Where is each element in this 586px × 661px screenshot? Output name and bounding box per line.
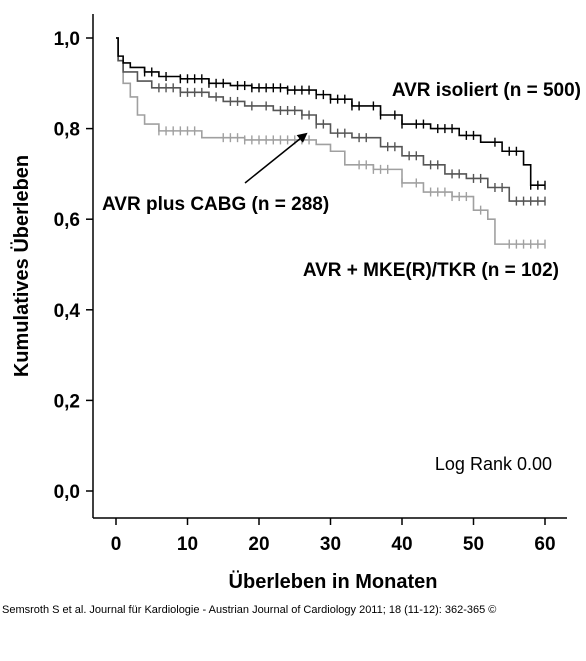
- x-tick-label: 60: [534, 534, 555, 555]
- series-label-avr-cabg: AVR plus CABG (n = 288): [102, 194, 329, 215]
- citation-footer: Semsroth S et al. Journal für Kardiologi…: [2, 604, 497, 616]
- survival-curve: [116, 37, 545, 187]
- y-tick-label: 0,8: [54, 120, 80, 141]
- y-axis-title: Kumulatives Überleben: [10, 155, 33, 377]
- y-tick-label: 0,0: [54, 482, 80, 503]
- x-tick-label: 10: [177, 534, 198, 555]
- series-1: [116, 37, 546, 206]
- y-tick-label: 1,0: [54, 29, 80, 50]
- log-rank-annotation: Log Rank 0.00: [435, 454, 552, 474]
- series-0: [116, 37, 546, 190]
- series-label-avr-isoliert: AVR isoliert (n = 500): [392, 80, 581, 101]
- x-tick-label: 50: [463, 534, 484, 555]
- x-tick-label: 20: [248, 534, 269, 555]
- y-tick-label: 0,4: [54, 301, 81, 322]
- x-tick-label: 30: [320, 534, 341, 555]
- y-tick-label: 0,2: [54, 391, 80, 412]
- y-tick-label: 0,6: [54, 210, 80, 231]
- survival-curve: [116, 37, 545, 245]
- x-tick-label: 40: [391, 534, 412, 555]
- cabg-arrow: [244, 132, 308, 184]
- survival-curves: [116, 37, 546, 249]
- x-axis-ticks: 0 10 20 30 40 50 60: [111, 518, 556, 555]
- series-label-avr-mke: AVR + MKE(R)/TKR (n = 102): [303, 260, 559, 281]
- x-tick-label: 0: [111, 534, 122, 555]
- x-axis-title: Überleben in Monaten: [229, 570, 438, 593]
- y-axis-ticks: 0,0 0,2 0,4 0,6 0,8 1,0: [54, 29, 93, 503]
- series-2: [116, 37, 546, 249]
